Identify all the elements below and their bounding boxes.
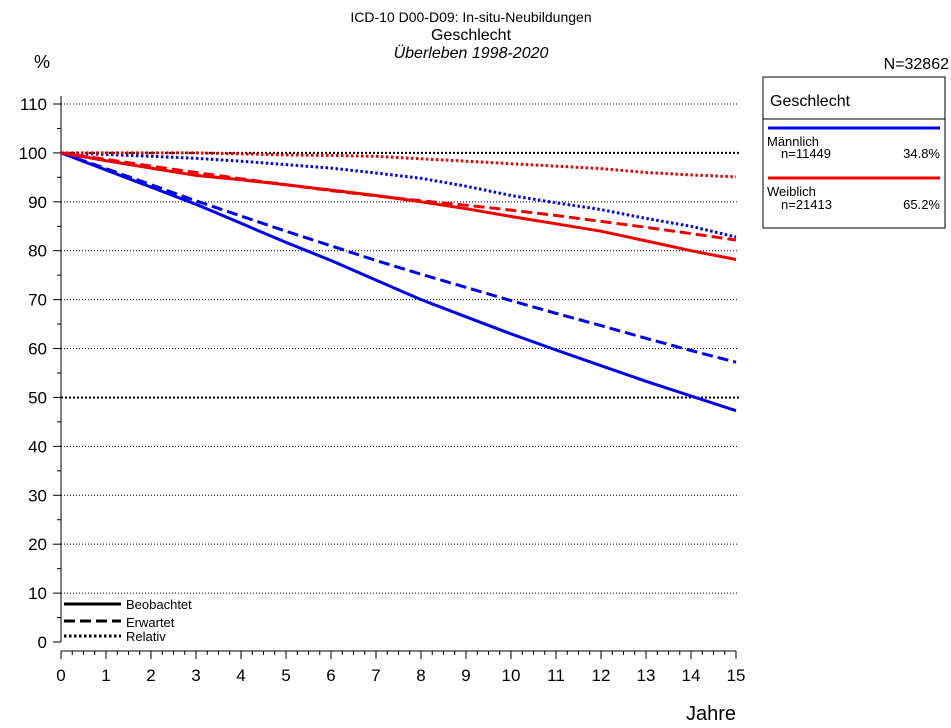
legend-erwartet: Erwartet [126, 615, 175, 630]
x-tick-label-12: 12 [592, 666, 611, 685]
x-tick-label-8: 8 [416, 666, 425, 685]
y-tick-label-110: 110 [20, 95, 47, 114]
line-style-legend: Beobachtet Erwartet Relativ [64, 597, 192, 644]
x-tick-label-5: 5 [281, 666, 290, 685]
y-tick-label-100: 100 [19, 144, 47, 163]
series-maennlich-beobachtet [60, 151, 737, 413]
y-tick-label-60: 60 [28, 340, 47, 359]
series-lines [60, 151, 737, 413]
legend-maennlich-pct: 34.8% [903, 146, 940, 161]
legend-box [762, 76, 946, 229]
legend-title: Geschlecht [770, 93, 851, 110]
legend-weiblich-pct: 65.2% [903, 197, 940, 212]
x-tick-label-3: 3 [191, 666, 200, 685]
y-tick-label-90: 90 [28, 193, 47, 212]
chart-subtitle: Geschlecht [431, 27, 512, 44]
x-tick-label-7: 7 [371, 666, 380, 685]
chart-subtitle-italic: Überleben 1998-2020 [394, 44, 549, 62]
x-tick-label-1: 1 [101, 666, 110, 685]
series-weiblich-relativ [61, 151, 737, 179]
x-tick-label-14: 14 [682, 666, 701, 685]
y-tick-label-30: 30 [28, 486, 47, 505]
x-axis-label: Jahre [686, 703, 736, 725]
series-weiblich-erwartet [60, 151, 737, 242]
x-tick-label-11: 11 [547, 666, 565, 685]
y-tick-label-40: 40 [28, 437, 47, 456]
y-tick-label-70: 70 [28, 291, 47, 310]
x-tick-label-2: 2 [146, 666, 155, 685]
chart-title: ICD-10 D00-D09: In-situ-Neubildungen [350, 9, 591, 25]
x-tick-label-13: 13 [637, 666, 656, 685]
x-tick-label-9: 9 [461, 666, 470, 685]
x-tick-label-4: 4 [236, 666, 245, 685]
legend-weiblich-name: Weiblich [767, 184, 816, 199]
legend-maennlich-name: Männlich [767, 134, 819, 149]
x-tick-label-0: 0 [56, 666, 65, 685]
x-tick-label-10: 10 [502, 666, 521, 685]
legend-maennlich-n: n=11449 [781, 146, 831, 161]
y-tick-label-20: 20 [28, 535, 47, 554]
x-tick-label-15: 15 [727, 666, 746, 685]
series-maennlich-relativ [60, 151, 737, 239]
group-legend: Geschlecht Männlich n=11449 34.8% Weibli… [762, 76, 946, 229]
total-count: N=32862 [884, 56, 949, 73]
y-tick-label-80: 80 [28, 242, 47, 261]
y-tick-label-50: 50 [28, 388, 47, 407]
legend-beobachtet: Beobachtet [126, 597, 192, 612]
y-tick-label-10: 10 [28, 584, 47, 603]
legend-weiblich-n: n=21413 [781, 197, 832, 212]
y-axis-unit: % [34, 52, 50, 72]
x-tick-label-6: 6 [326, 666, 335, 685]
series-maennlich-erwartet [60, 151, 737, 364]
grid-lines [61, 103, 739, 594]
legend-relativ: Relativ [126, 629, 166, 644]
y-tick-label-0: 0 [38, 633, 47, 652]
